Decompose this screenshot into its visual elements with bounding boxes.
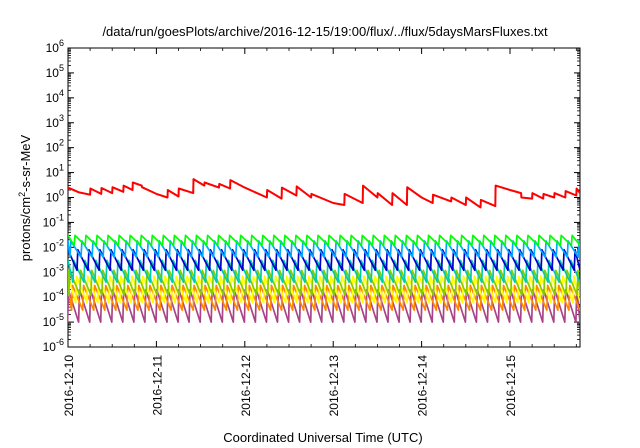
y-axis: 10-6 10-5 10-4 10-3 10-2 10-1 100 101 102 103 104 1… xyxy=(43,38,580,354)
x-axis-label: Coordinated Universal Time (UTC) xyxy=(223,430,422,445)
x-tick-label: 2016-12-10 xyxy=(62,355,76,417)
x-axis: 2016-12-10 2016-12-11 2016-12-12 2016-12-13… xyxy=(62,48,577,417)
y-axis-label: protons/cm2-s-sr-MeV xyxy=(17,134,33,261)
x-tick-label: 2016-12-13 xyxy=(327,355,341,417)
series-line-4 xyxy=(68,259,580,284)
x-tick-label: 2016-12-15 xyxy=(504,355,518,417)
series-line-red xyxy=(68,178,580,209)
x-tick-label: 2016-12-12 xyxy=(239,355,253,417)
y-tick-label: 106 xyxy=(46,38,64,55)
y-tick-label: 104 xyxy=(46,88,64,105)
y-tick-label: 10-6 xyxy=(43,337,64,354)
y-tick-label: 101 xyxy=(46,163,64,180)
plot-area: 10-6 10-5 10-4 10-3 10-2 10-1 100 101 102 103 104 1… xyxy=(43,38,581,417)
y-tick-label: 102 xyxy=(46,138,64,155)
y-tick-label: 10-1 xyxy=(43,212,64,229)
series-line-6 xyxy=(68,275,580,304)
series-lines xyxy=(68,178,580,323)
series-line-3 xyxy=(68,248,580,272)
x-tick-label: 2016-12-14 xyxy=(416,355,430,417)
y-tick-label: 105 xyxy=(46,63,64,80)
series-line-2 xyxy=(68,240,580,259)
y-tick-label: 100 xyxy=(46,188,64,205)
y-tick-label: 103 xyxy=(46,113,64,130)
chart-title: /data/run/goesPlots/archive/2016-12-15/1… xyxy=(102,24,548,39)
y-tick-label: 10-2 xyxy=(43,237,64,254)
y-tick-label: 10-5 xyxy=(43,312,64,329)
series-line-1 xyxy=(68,234,580,247)
y-tick-label: 10-3 xyxy=(43,262,64,279)
y-tick-label: 10-4 xyxy=(43,287,64,304)
x-tick-label: 2016-12-11 xyxy=(150,355,164,416)
series-line-7 xyxy=(68,284,580,312)
